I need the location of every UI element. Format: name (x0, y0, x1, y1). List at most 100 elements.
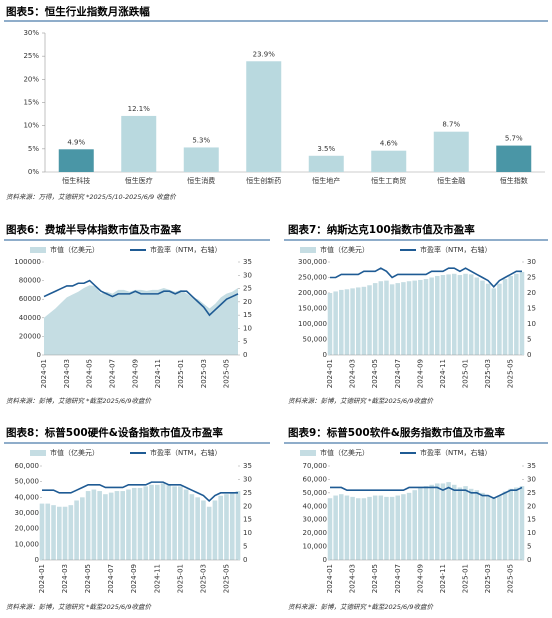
market-cap-bar (463, 273, 468, 355)
y-tick-label: 100,000 (298, 320, 327, 328)
y-tick-label: 5% (28, 145, 39, 153)
legend-label: 市值（亿美元） (320, 448, 369, 457)
market-cap-bar (378, 281, 384, 355)
y2-tick-label: 15 (527, 305, 536, 313)
x-tick-label: 2025-01 (176, 564, 184, 593)
y-tick-label: 80000 (19, 277, 41, 285)
market-cap-bar (108, 492, 114, 560)
x-tick-label: 恒生金融 (437, 176, 465, 185)
data-label: 5.3% (192, 136, 210, 144)
market-cap-bar (172, 486, 177, 560)
market-cap-bar (45, 503, 51, 560)
market-cap-bar (418, 487, 423, 560)
x-tick-label: 2025-05 (507, 359, 515, 388)
x-tick-label: 2024-01 (38, 564, 46, 593)
x-tick-label: 2025-01 (462, 359, 470, 388)
y2-tick-label: 0 (243, 556, 247, 564)
market-cap-bar (519, 271, 525, 355)
market-cap-bar (519, 486, 525, 560)
market-cap-bar (103, 494, 108, 560)
market-cap-bar (418, 279, 423, 355)
market-cap-bar (406, 492, 412, 560)
legend-label: 市盈率（NTM，右轴） (150, 448, 222, 457)
y-tick-label: 100000 (14, 258, 41, 266)
y2-tick-label: 25 (243, 489, 252, 497)
market-cap-bar (327, 498, 333, 560)
market-cap-bar (189, 494, 195, 560)
x-tick-label: 2024-09 (130, 564, 138, 593)
market-cap-bar (333, 495, 338, 560)
market-cap-bar (457, 275, 463, 355)
source-note: 资料来源：彭博，艾德研究 *截至2025/6/9收盘价 (6, 397, 153, 405)
x-tick-label: 2024-05 (86, 359, 94, 388)
data-label: 4.9% (67, 138, 85, 146)
x-tick-label: 2025-03 (199, 564, 207, 593)
market-cap-bar (367, 496, 372, 560)
market-cap-bar (114, 491, 120, 560)
market-cap-bar (497, 495, 502, 560)
pe-line (42, 481, 238, 503)
market-cap-bar (350, 288, 355, 355)
y2-tick-label: 5 (243, 338, 247, 346)
y2-tick-label: 10 (243, 529, 252, 537)
market-cap-bar (474, 490, 480, 560)
market-cap-bar (327, 293, 333, 355)
market-cap-bar (333, 291, 338, 355)
x-tick-label: 2024-11 (154, 359, 162, 388)
market-cap-bar (120, 491, 126, 560)
market-cap-bar (229, 492, 235, 560)
y-tick-label: 20% (23, 75, 39, 83)
x-tick-label: 2025-05 (507, 564, 515, 593)
y2-tick-label: 25 (527, 274, 536, 282)
y-tick-label: 20,000 (303, 529, 328, 537)
market-cap-bar (485, 495, 491, 560)
y-tick-label: 30,000 (303, 516, 328, 524)
y2-tick-label: 35 (527, 462, 536, 470)
y2-tick-label: 0 (243, 351, 247, 359)
y2-tick-label: 30 (243, 475, 252, 483)
y-tick-label: 0 (323, 351, 327, 359)
y2-tick-label: 20 (527, 289, 536, 297)
bar (58, 149, 94, 172)
y2-tick-label: 30 (527, 258, 536, 266)
market-cap-bar (406, 281, 412, 355)
market-cap-bar (137, 487, 143, 560)
y-tick-label: 300,000 (298, 258, 327, 266)
market-cap-bar (502, 279, 508, 355)
x-tick-label: 2025-05 (223, 359, 231, 388)
market-cap-bar (344, 289, 350, 355)
market-cap-bar (423, 279, 429, 355)
bar (121, 115, 157, 172)
market-cap-bar (68, 505, 74, 560)
y2-tick-label: 25 (527, 489, 536, 497)
market-cap-bar (440, 483, 446, 560)
y-tick-label: 30% (23, 29, 39, 37)
y-tick-label: 40000 (19, 314, 41, 322)
x-tick-label: 2024-11 (153, 564, 161, 593)
market-cap-bar (468, 274, 474, 355)
bar (433, 131, 469, 172)
y-tick-label: 50,000 (303, 489, 328, 497)
market-cap-bar (468, 488, 474, 560)
x-tick-label: 2025-03 (200, 359, 208, 388)
market-cap-bar (480, 280, 485, 355)
market-cap-bar (183, 489, 189, 560)
y-tick-label: 60000 (19, 295, 41, 303)
bar (183, 147, 219, 172)
bar (246, 61, 282, 172)
market-cap-bar (514, 487, 519, 560)
y2-tick-label: 5 (243, 543, 247, 551)
x-tick-label: 2024-11 (439, 564, 447, 593)
market-cap-bar (206, 506, 212, 560)
market-cap-bar (350, 496, 355, 560)
x-tick-label: 恒生地产 (312, 176, 340, 185)
y2-tick-label: 0 (527, 556, 531, 564)
y-tick-label: 250,000 (298, 274, 327, 282)
market-cap-bar (355, 498, 361, 560)
market-cap-bar (435, 275, 440, 355)
x-tick-label: 2025-01 (462, 564, 470, 593)
y-tick-label: 200,000 (298, 289, 327, 297)
x-tick-label: 2025-01 (177, 359, 185, 388)
market-cap-bar (74, 500, 79, 560)
